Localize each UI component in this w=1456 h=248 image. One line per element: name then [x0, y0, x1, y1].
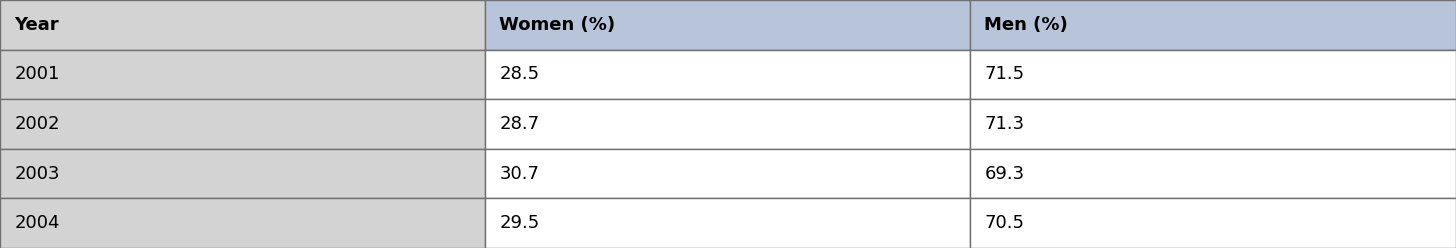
Bar [970, 149, 1456, 198]
Text: 29.5: 29.5 [499, 214, 540, 232]
Bar [485, 99, 970, 149]
Bar [970, 0, 1456, 50]
Text: 71.3: 71.3 [984, 115, 1025, 133]
Text: Men (%): Men (%) [984, 16, 1069, 34]
Text: 28.5: 28.5 [499, 65, 540, 83]
Bar [0, 99, 485, 149]
Bar [0, 198, 485, 248]
Bar [0, 0, 485, 50]
Text: 2003: 2003 [15, 165, 60, 183]
Bar [970, 198, 1456, 248]
Bar [485, 149, 970, 198]
Text: 70.5: 70.5 [984, 214, 1024, 232]
Bar [485, 50, 970, 99]
Text: 2002: 2002 [15, 115, 60, 133]
Text: 30.7: 30.7 [499, 165, 539, 183]
Bar [485, 198, 970, 248]
Text: 28.7: 28.7 [499, 115, 540, 133]
Bar [0, 149, 485, 198]
Text: 69.3: 69.3 [984, 165, 1025, 183]
Text: Women (%): Women (%) [499, 16, 616, 34]
Bar [970, 99, 1456, 149]
Text: 2001: 2001 [15, 65, 60, 83]
Text: Year: Year [15, 16, 60, 34]
Bar [485, 0, 970, 50]
Text: 71.5: 71.5 [984, 65, 1025, 83]
Bar [970, 50, 1456, 99]
Bar [0, 50, 485, 99]
Text: 2004: 2004 [15, 214, 60, 232]
